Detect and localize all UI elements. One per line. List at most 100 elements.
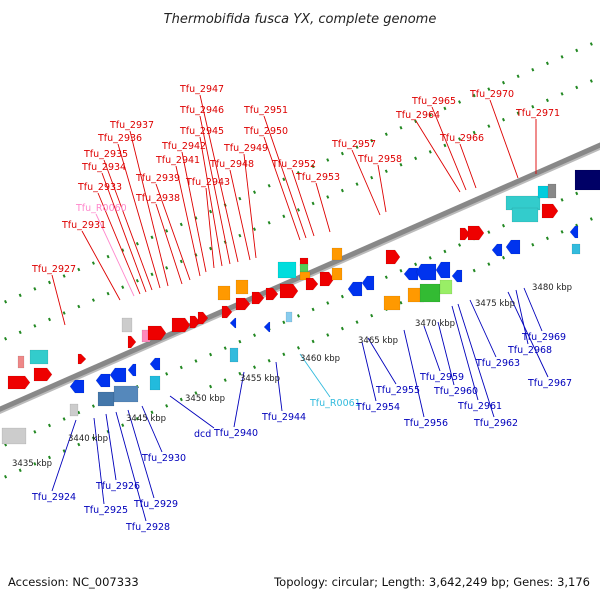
gene-label-tfu-2948: Tfu_2948 <box>209 159 254 170</box>
gene-label-tfu-2937: Tfu_2937 <box>109 120 154 131</box>
gene-feature <box>547 183 557 199</box>
gene-feature <box>121 317 133 333</box>
leader-line <box>457 303 495 418</box>
track-guide-0 <box>0 38 600 306</box>
track-guide-1 <box>0 75 600 343</box>
gene-feature <box>491 243 503 257</box>
leader-line <box>515 289 529 345</box>
gene-label-tfu-2928: Tfu_2928 <box>125 522 170 533</box>
gene-feature <box>331 247 343 261</box>
leader-line <box>105 413 117 481</box>
gene-label-tfu-2947: Tfu_2947 <box>179 84 224 95</box>
gene-feature <box>33 367 53 382</box>
gene-label-tfu-2967: Tfu_2967 <box>527 378 572 389</box>
gene-label-tfu-2949: Tfu_2949 <box>223 143 268 154</box>
track-guide-2 <box>0 181 600 449</box>
gene-label-tfu-2926: Tfu_2926 <box>95 481 140 492</box>
gene-feature <box>149 375 161 391</box>
gene-feature <box>221 305 233 319</box>
gene-feature <box>127 363 137 377</box>
gene-feature <box>279 283 299 299</box>
gene-feature <box>361 275 375 291</box>
leader-line <box>361 341 377 402</box>
leader-line <box>377 164 387 213</box>
map-title: Thermobifida fusca YX, complete genome <box>164 12 437 27</box>
gene-feature <box>385 249 401 265</box>
gene-label-tfu-2930: Tfu_2930 <box>141 453 186 464</box>
gene-feature <box>113 385 139 403</box>
leader-line <box>155 183 191 281</box>
leader-line <box>51 419 77 492</box>
gene-feature <box>147 325 167 341</box>
gene-feature <box>467 225 485 241</box>
gene-label-tfu-2961: Tfu_2961 <box>457 401 502 412</box>
gene-label-tfu-2935: Tfu_2935 <box>83 149 128 160</box>
coordinate-tick: 3450 kbp <box>185 394 225 404</box>
gene-label-tfu-2933: Tfu_2933 <box>77 182 122 193</box>
gene-label-tfu-2956: Tfu_2956 <box>403 418 448 429</box>
gene-feature <box>569 225 579 239</box>
gene-feature <box>17 355 25 369</box>
leader-line <box>263 136 301 241</box>
coordinate-tick: 3435 kbp <box>12 459 52 469</box>
gene-label-tfu-2959: Tfu_2959 <box>419 372 464 383</box>
gene-feature <box>331 267 343 281</box>
genome-summary: Topology: circular; Length: 3,642,249 bp… <box>273 575 590 589</box>
gene-label-tfu-2936: Tfu_2936 <box>97 133 142 144</box>
gene-feature <box>69 379 85 394</box>
leader-line <box>229 169 251 261</box>
leader-line <box>129 130 169 287</box>
gene-label-tfu-2950: Tfu_2950 <box>243 126 288 137</box>
leader-line <box>181 151 207 273</box>
gene-feature <box>541 203 559 219</box>
gene-feature <box>109 367 127 383</box>
gene-label-tfu-2927: Tfu_2927 <box>31 264 76 275</box>
gene-label-tfu-2939: Tfu_2939 <box>135 173 180 184</box>
gene-label-tfu-2942: Tfu_2942 <box>161 141 206 152</box>
leader-line <box>507 291 549 378</box>
leader-line <box>175 165 201 277</box>
gene-label-tfu-2960: Tfu_2960 <box>433 386 478 397</box>
gene-feature <box>97 391 115 407</box>
gene-feature <box>435 261 451 279</box>
leader-line <box>291 169 315 237</box>
leader-line <box>451 305 479 401</box>
gene-label-tfu-2970: Tfu_2970 <box>469 89 514 100</box>
leader-line <box>93 417 105 505</box>
gene-label-tfu-2925: Tfu_2925 <box>83 505 128 516</box>
leader-line <box>263 115 307 239</box>
gene-feature <box>189 315 201 329</box>
leader-line <box>437 321 455 386</box>
leader-line <box>243 153 257 259</box>
gene-label-tfu-2924: Tfu_2924 <box>31 492 76 503</box>
leader-line <box>459 143 477 189</box>
leader-line <box>275 361 283 412</box>
gene-feature <box>77 353 87 365</box>
gene-label-tfu-r0061: Tfu_R0061 <box>309 398 361 409</box>
gene-label-tfu-2968: Tfu_2968 <box>507 345 552 356</box>
leader-line <box>117 143 161 289</box>
leader-line <box>489 99 519 179</box>
gene-label-tfu-2940: Tfu_2940 <box>213 428 258 439</box>
leader-line <box>141 405 163 453</box>
gene-label-tfu-2929: Tfu_2929 <box>133 499 178 510</box>
leader-line <box>199 115 231 265</box>
gene-label-tfu-2965: Tfu_2965 <box>411 96 456 107</box>
gene-feature <box>459 227 471 241</box>
gene-feature <box>235 279 249 295</box>
gene-feature <box>251 291 265 305</box>
gene-label-tfu-2951: Tfu_2951 <box>243 105 288 116</box>
gene-feature <box>127 335 137 349</box>
gene-label-tfu-2931: Tfu_2931 <box>61 220 106 231</box>
gene-feature <box>277 261 297 279</box>
gene-label-tfu-2958: Tfu_2958 <box>357 154 402 165</box>
coordinate-tick: 3440 kbp <box>68 434 108 444</box>
leader-line <box>351 149 381 216</box>
gene-feature <box>347 281 363 297</box>
gene-feature <box>29 349 49 365</box>
gene-feature <box>451 269 463 283</box>
leader-line <box>423 325 441 372</box>
gene-label-tfu-2945: Tfu_2945 <box>179 126 224 137</box>
leader-line <box>115 411 147 522</box>
leader-line <box>367 337 397 385</box>
